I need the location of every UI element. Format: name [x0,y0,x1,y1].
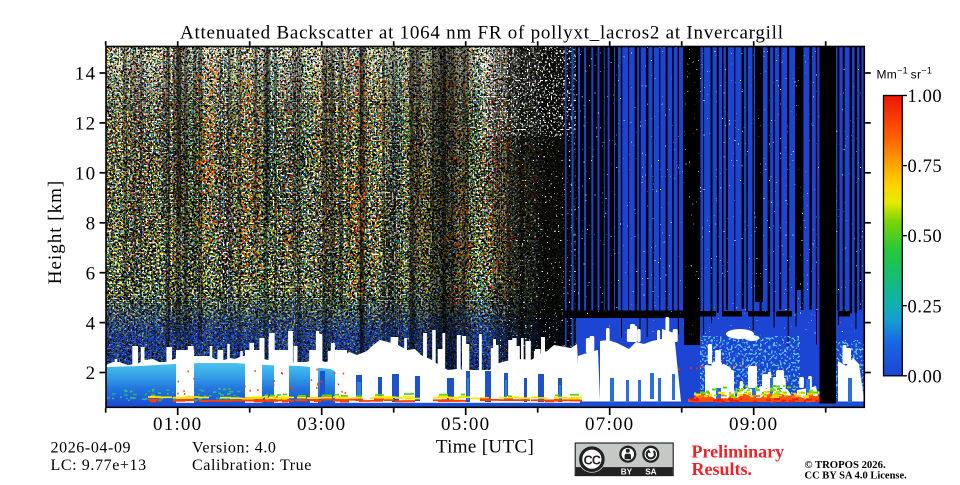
svg-text:Height [km]: Height [km] [45,180,66,284]
svg-text:6: 6 [86,263,97,284]
svg-text:Attenuated Backscatter at 1064: Attenuated Backscatter at 1064 nm FR of … [180,23,783,44]
svg-text:0.00: 0.00 [908,367,943,387]
svg-text:01:00: 01:00 [153,414,202,435]
svg-text:Mm−1 sr−1: Mm−1 sr−1 [877,65,933,81]
svg-text:05:00: 05:00 [441,414,490,435]
svg-text:Calibration: True: Calibration: True [192,457,312,474]
svg-text:CC BY SA 4.0 License.: CC BY SA 4.0 License. [805,471,908,480]
svg-text:2: 2 [86,363,97,384]
svg-text:09:00: 09:00 [729,414,778,435]
svg-text:1.00: 1.00 [908,87,943,107]
svg-text:CC: CC [584,453,601,467]
svg-text:0.75: 0.75 [908,157,943,177]
svg-text:© TROPOS 2026.: © TROPOS 2026. [805,459,886,471]
svg-text:LC: 9.77e+13: LC: 9.77e+13 [51,457,147,474]
svg-text:Results.: Results. [692,459,753,479]
svg-text:Time [UTC]: Time [UTC] [436,437,534,458]
svg-text:4: 4 [86,313,97,334]
svg-text:8: 8 [86,214,97,235]
svg-text:Version: 4.0: Version: 4.0 [192,440,277,457]
svg-text:2026-04-09: 2026-04-09 [51,440,132,457]
svg-text:BY: BY [621,467,633,476]
svg-text:07:00: 07:00 [585,414,634,435]
svg-text:Preliminary: Preliminary [692,442,785,462]
svg-text:SA: SA [645,467,656,476]
svg-text:12: 12 [75,114,97,135]
svg-text:10: 10 [75,164,97,185]
svg-text:0.50: 0.50 [908,227,943,247]
svg-text:03:00: 03:00 [297,414,346,435]
svg-text:14: 14 [75,64,97,85]
svg-text:0.25: 0.25 [908,297,943,317]
